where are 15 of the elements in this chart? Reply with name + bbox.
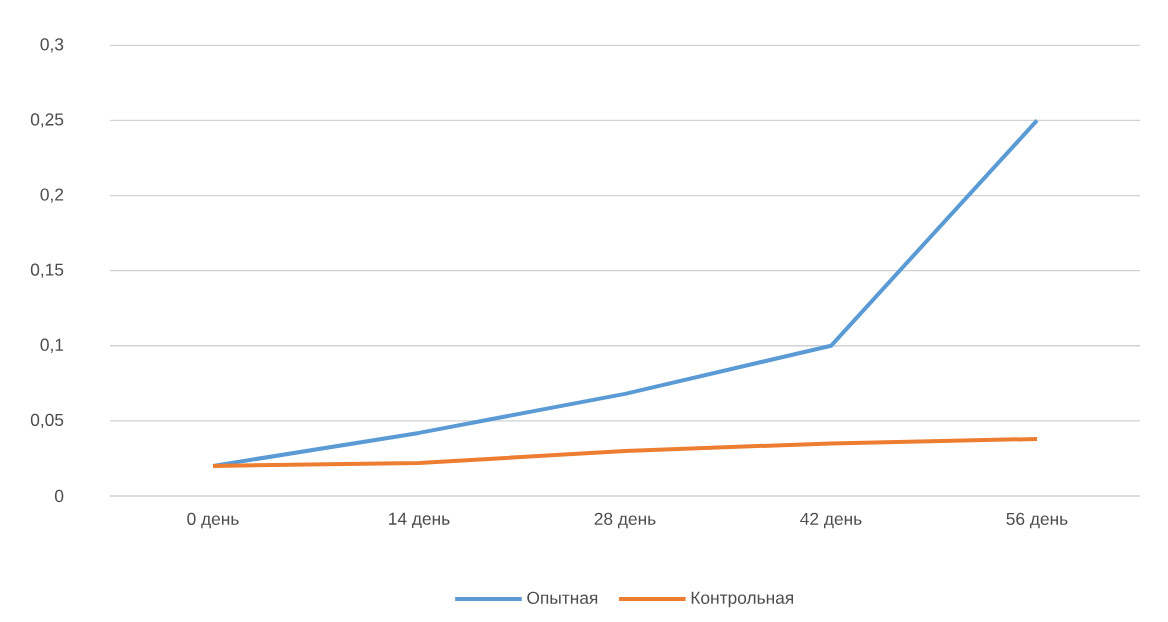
y-tick-label: 0,2 [40,188,64,203]
legend-label: Опытная [527,591,598,604]
y-tick-label: 0,15 [30,263,64,278]
x-tick-label: 28 день [594,512,656,529]
x-tick-label: 42 день [800,512,862,529]
y-tick-label: 0,1 [40,338,64,353]
y-tick-label: 0,25 [30,113,64,128]
x-tick-label: 0 день [187,512,239,529]
y-tick-label: 0 [54,489,64,503]
x-tick-label: 14 день [389,512,450,529]
line-series [211,436,1040,468]
legend-label: Контрольная [691,591,793,608]
y-tick-label: 0,05 [30,413,64,429]
y-tick-label: 0,3 [40,38,64,53]
x-tick-label: 56 день [1006,512,1068,529]
